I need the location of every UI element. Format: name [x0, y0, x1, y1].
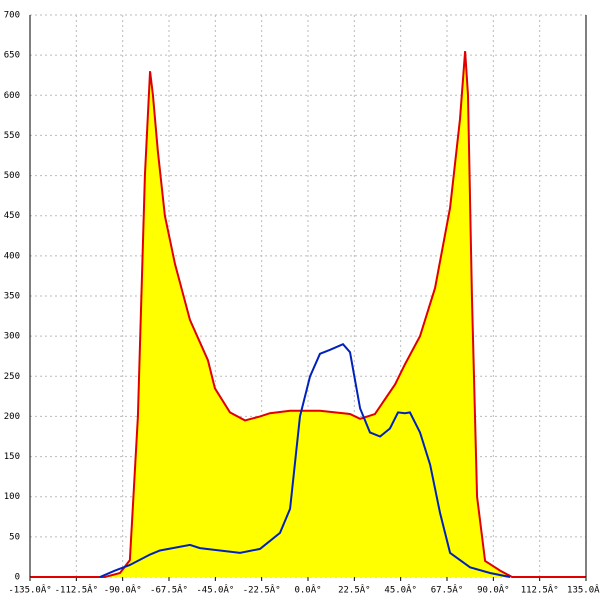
- y-tick-label: 350: [4, 292, 20, 302]
- x-tick-label: 22.5Â°: [338, 584, 371, 596]
- y-tick-label: 450: [4, 211, 20, 221]
- y-tick-label: 100: [4, 492, 20, 502]
- y-tick-label: 500: [4, 171, 20, 181]
- y-tick-label: 0: [15, 573, 20, 583]
- x-tick-label: 67.5Â°: [431, 584, 464, 596]
- x-tick-label: 135.0Â°: [567, 584, 600, 596]
- x-tick-label: -90.0Â°: [104, 584, 142, 596]
- y-tick-label: 700: [4, 11, 20, 21]
- y-tick-label: 200: [4, 412, 20, 422]
- y-tick-label: 250: [4, 372, 20, 382]
- series-line: [99, 342, 511, 578]
- y-tick-label: 550: [4, 131, 20, 141]
- series-line: [30, 51, 586, 578]
- y-tick-label: 300: [4, 332, 20, 342]
- x-tick-label: 45.0Â°: [384, 584, 417, 596]
- x-tick-label: 90.0Â°: [477, 584, 510, 596]
- x-tick-label: -22.5Â°: [243, 584, 281, 596]
- x-tick-label: 0.0Â°: [294, 584, 321, 596]
- y-tick-label: 400: [4, 251, 20, 261]
- y-tick-label: 50: [9, 532, 20, 542]
- x-tick-label: -45.0Â°: [196, 584, 234, 596]
- y-tick-label: 600: [4, 91, 20, 101]
- x-tick-label: -112.5Â°: [55, 584, 98, 596]
- x-tick-label: -135.0Â°: [8, 584, 51, 596]
- y-tick-label: 150: [4, 452, 20, 462]
- x-tick-label: -67.5Â°: [150, 584, 188, 596]
- area-fill: [30, 51, 586, 578]
- x-tick-label: 112.5Â°: [521, 584, 559, 596]
- y-tick-label: 650: [4, 51, 20, 61]
